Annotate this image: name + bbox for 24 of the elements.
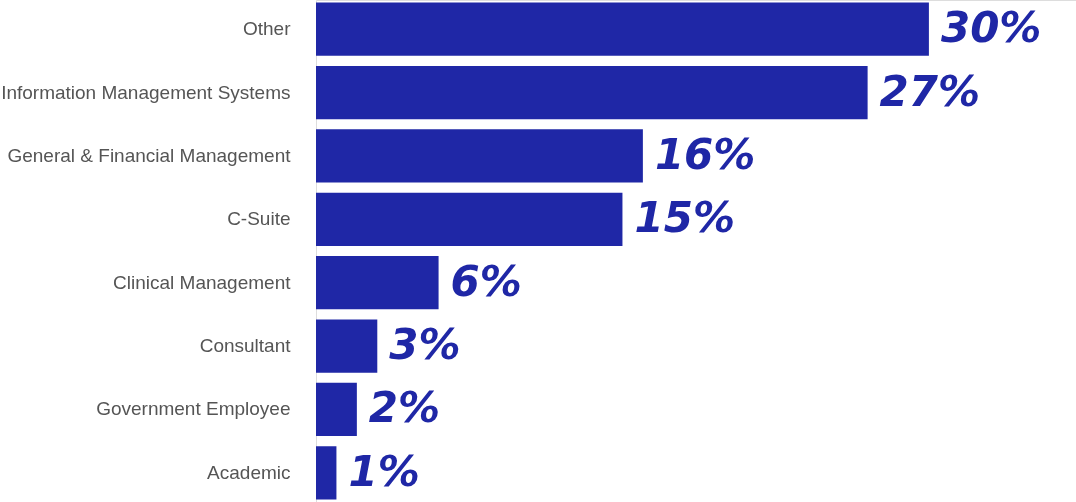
- bar: [316, 129, 643, 183]
- bar: [316, 382, 357, 437]
- y-tick-label: Other: [242, 18, 292, 40]
- bar: [316, 446, 337, 500]
- y-tick-label: General & Financial Management: [7, 144, 292, 166]
- y-tick-label: C-Suite: [227, 208, 291, 230]
- data-label: 6%: [450, 256, 522, 306]
- bar: [316, 2, 929, 56]
- bar: [316, 256, 439, 310]
- y-tick-label: Information Management Systems: [1, 81, 291, 103]
- data-label: 2%: [368, 383, 441, 433]
- data-label: 3%: [389, 320, 461, 370]
- data-label: 1%: [348, 446, 420, 496]
- bar: [316, 192, 623, 246]
- data-label: 15%: [634, 193, 735, 243]
- data-label: 27%: [879, 66, 981, 116]
- data-label: 30%: [940, 3, 1042, 53]
- y-tick-label: Academic: [207, 461, 291, 483]
- bar: [316, 319, 378, 373]
- y-tick-label: Consultant: [199, 335, 292, 357]
- y-tick-label: Government Employee: [96, 398, 291, 420]
- data-label: 16%: [654, 129, 756, 179]
- bar: [316, 65, 868, 120]
- y-tick-label: Clinical Management: [113, 271, 292, 293]
